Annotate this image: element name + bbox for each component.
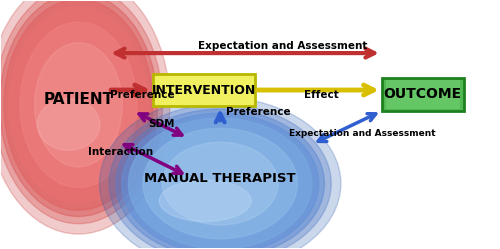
Text: Expectation and Assessment: Expectation and Assessment [288, 128, 435, 138]
Text: INTERVENTION: INTERVENTION [152, 83, 256, 97]
Text: OUTCOME: OUTCOME [384, 87, 462, 101]
Ellipse shape [116, 109, 324, 249]
Ellipse shape [4, 0, 153, 210]
Text: MANUAL THERAPIST: MANUAL THERAPIST [144, 172, 296, 185]
Ellipse shape [0, 0, 158, 216]
Ellipse shape [100, 97, 341, 249]
Text: Preference: Preference [226, 107, 291, 117]
Ellipse shape [160, 180, 251, 222]
Text: Interaction: Interaction [88, 147, 154, 157]
Ellipse shape [34, 43, 122, 167]
Text: Expectation and Assessment: Expectation and Assessment [198, 41, 367, 51]
Ellipse shape [20, 22, 137, 187]
Text: PATIENT: PATIENT [44, 92, 114, 107]
FancyBboxPatch shape [386, 80, 460, 109]
Ellipse shape [128, 118, 312, 249]
Ellipse shape [0, 0, 162, 224]
Ellipse shape [143, 128, 298, 239]
Ellipse shape [9, 6, 148, 203]
Ellipse shape [122, 113, 318, 249]
Ellipse shape [162, 142, 278, 225]
Text: Effect: Effect [304, 90, 338, 100]
Text: SDM: SDM [148, 120, 174, 129]
Text: Preference: Preference [110, 90, 174, 100]
FancyBboxPatch shape [382, 78, 464, 111]
FancyBboxPatch shape [153, 74, 255, 106]
Ellipse shape [109, 104, 331, 249]
Ellipse shape [0, 0, 170, 234]
Ellipse shape [37, 99, 100, 150]
